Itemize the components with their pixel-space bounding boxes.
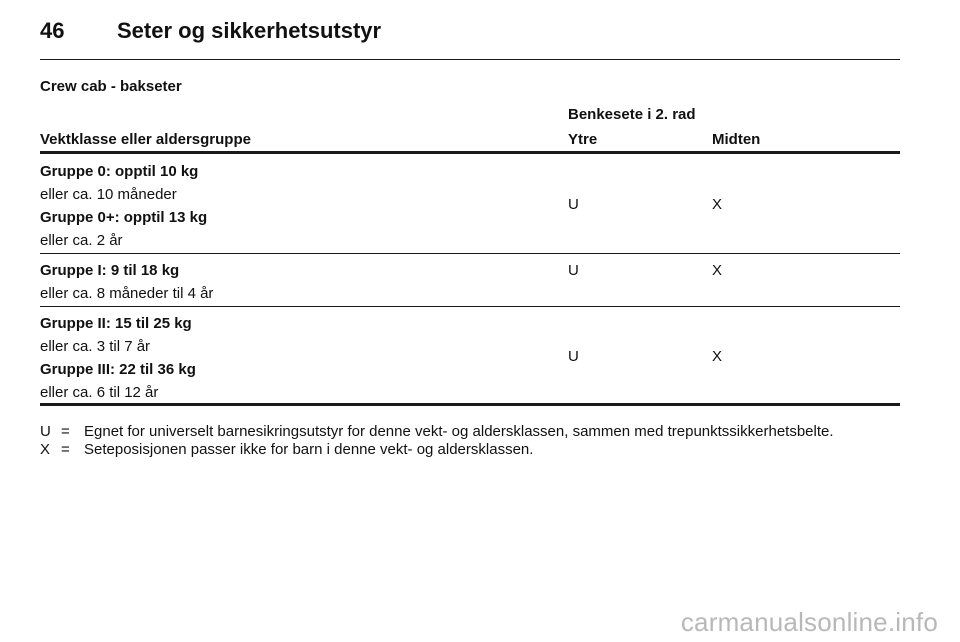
row3-outer-value: U: [568, 348, 579, 365]
chapter-title: Seter og sikkerhetsutstyr: [117, 18, 382, 43]
row1-line3: Gruppe 0+: opptil 13 kg: [40, 209, 208, 226]
row2-middle-value: X: [712, 262, 723, 279]
row1-line1: Gruppe 0: opptil 10 kg: [40, 163, 199, 180]
row-separator: [40, 253, 900, 254]
page-number: 46: [40, 18, 65, 43]
header-rule: [40, 59, 900, 60]
row2-outer-value: U: [568, 262, 579, 279]
section-title: Crew cab - bakseter: [40, 78, 182, 95]
legend-key-u: U: [40, 423, 51, 440]
table-group-header: Benkesete i 2. rad: [568, 106, 696, 123]
row1-line4: eller ca. 2 år: [40, 232, 123, 249]
row3-line2: eller ca. 3 til 7 år: [40, 338, 151, 355]
column-header-middle: Midten: [712, 131, 761, 148]
legend-text-x: Seteposisjonen passer ikke for barn i de…: [84, 441, 534, 458]
row3-line1: Gruppe II: 15 til 25 kg: [40, 315, 192, 332]
legend-text-u: Egnet for universelt barnesikringsutstyr…: [84, 423, 834, 440]
table-header-rule: [40, 151, 900, 154]
row1-outer-value: U: [568, 196, 579, 213]
row3-line4: eller ca. 6 til 12 år: [40, 384, 159, 401]
row2-line1: Gruppe I: 9 til 18 kg: [40, 262, 180, 279]
row3-middle-value: X: [712, 348, 723, 365]
legend-key-x: X: [40, 441, 51, 458]
column-header-outer: Ytre: [568, 131, 598, 148]
watermark: carmanualsonline.info: [680, 607, 938, 637]
row-separator: [40, 306, 900, 307]
row1-line2: eller ca. 10 måneder: [40, 186, 177, 203]
legend-equals: =: [61, 441, 70, 458]
row1-middle-value: X: [712, 196, 723, 213]
table-end-rule: [40, 403, 900, 406]
row2-line2: eller ca. 8 måneder til 4 år: [40, 285, 214, 302]
legend-equals: =: [61, 423, 70, 440]
row3-line3: Gruppe III: 22 til 36 kg: [40, 361, 196, 378]
column-header-weight-class: Vektklasse eller aldersgruppe: [40, 131, 251, 148]
